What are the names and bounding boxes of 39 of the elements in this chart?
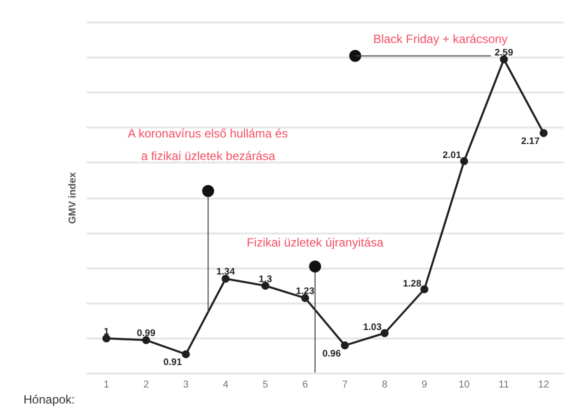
x-tick-label: 12: [538, 380, 550, 390]
x-tick-label: 6: [302, 380, 308, 390]
data-label: 1.23: [296, 286, 314, 298]
x-tick-label: 10: [458, 380, 470, 390]
x-tick-label: 11: [498, 380, 510, 390]
point: [340, 341, 349, 350]
data-label: 2.01: [442, 150, 462, 162]
data-label: 2.59: [494, 47, 514, 58]
data-label: 1.34: [216, 266, 236, 278]
annotation: A koronavírus első hulláma és a fizikai üzletek bezárása: [128, 126, 288, 163]
point: [380, 329, 389, 338]
x-tick-label: 1: [104, 380, 110, 390]
x-tick-label: 5: [262, 380, 269, 390]
annotation: Black Friday + karácsony: [373, 32, 508, 46]
data-label: 1.28: [402, 278, 422, 290]
point: [222, 274, 230, 283]
y-axis-title: GMV index: [68, 172, 78, 224]
x-tick-label: 3: [183, 380, 190, 390]
data-label: 0.96: [322, 348, 341, 360]
x-tick-label: 9: [422, 380, 428, 390]
x-axis-title: Hónapok:: [24, 392, 75, 406]
point: [142, 336, 150, 344]
point: [420, 285, 428, 294]
annotation: Fizikai üzletek újranyitása: [246, 235, 384, 250]
point: [460, 157, 468, 166]
data-label: 0.99: [136, 328, 156, 340]
x-tick-label: 4: [222, 380, 229, 390]
x-tick-label: 7: [342, 380, 348, 390]
data-label: 1: [104, 326, 110, 338]
data-label: 2.17: [521, 136, 540, 148]
data-label: 1.03: [363, 322, 382, 334]
point: [540, 129, 548, 138]
x-tick-label: 2: [143, 380, 150, 390]
point: [301, 294, 310, 302]
data-label: 1.3: [258, 274, 272, 285]
data-label: 0.91: [163, 357, 183, 368]
point: [102, 334, 110, 342]
point: [182, 350, 190, 358]
x-tick-label: 8: [382, 380, 388, 390]
